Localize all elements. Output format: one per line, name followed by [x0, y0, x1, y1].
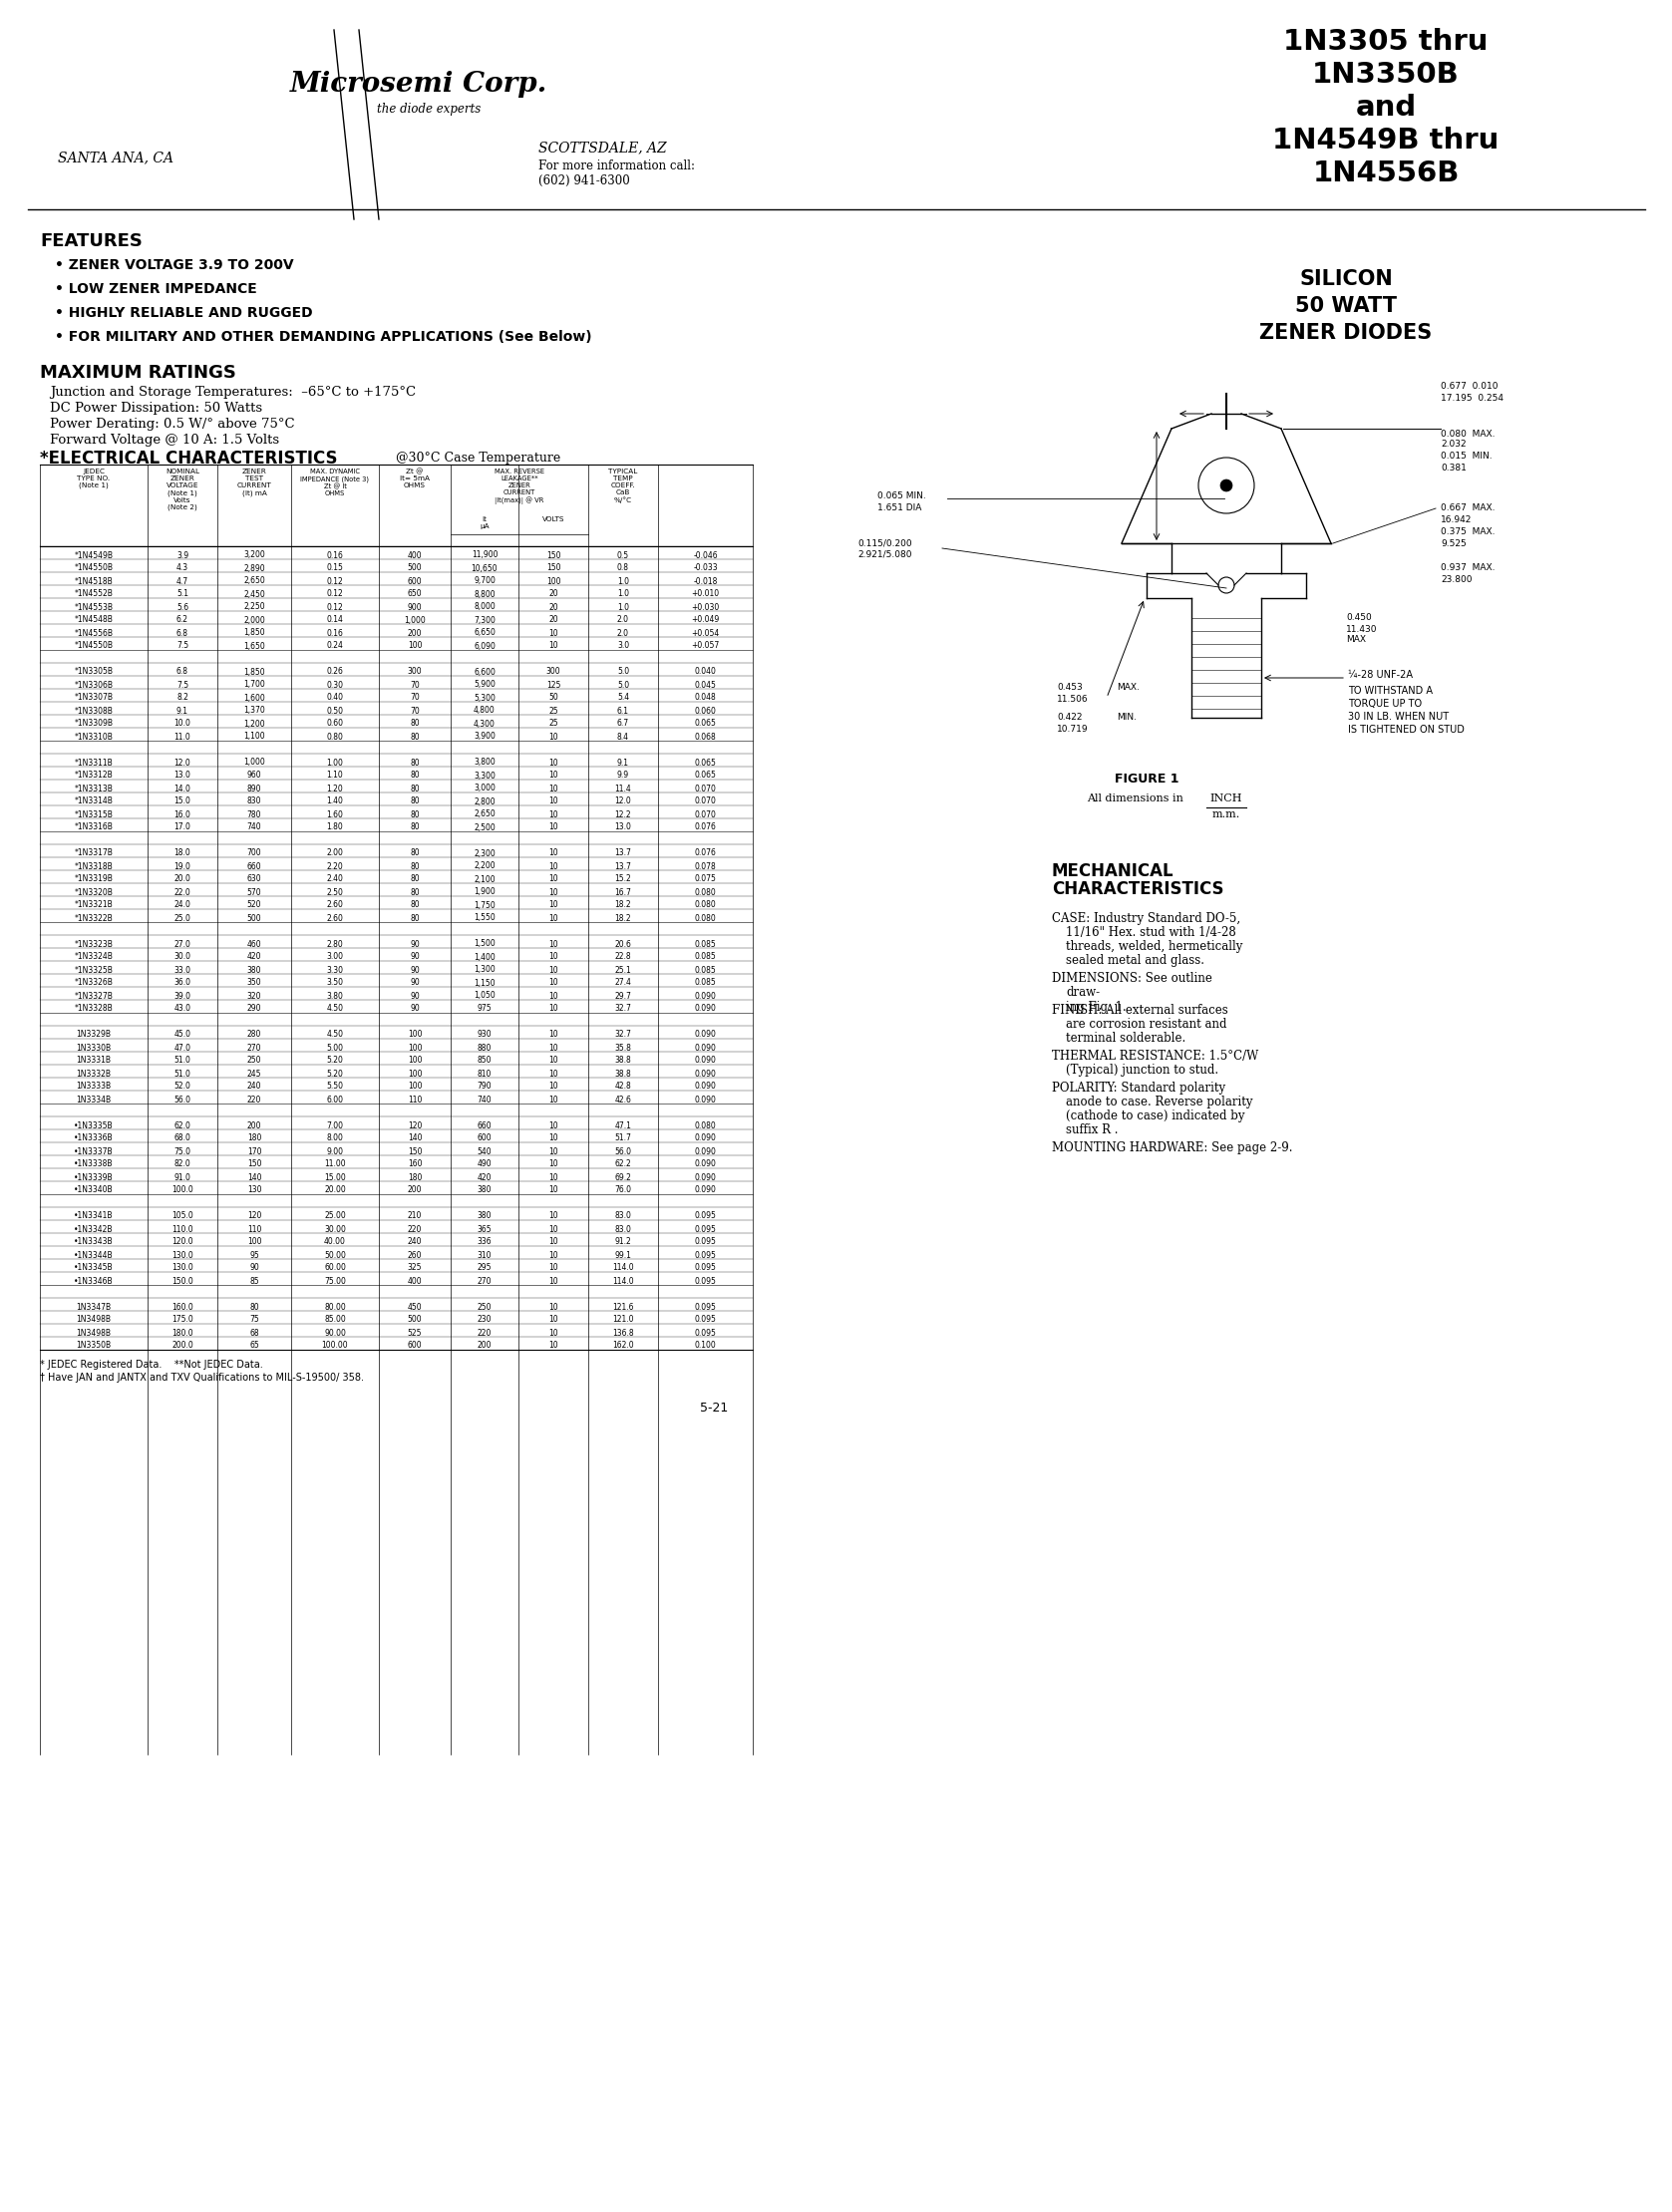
Text: 1.651 DIA: 1.651 DIA [878, 502, 921, 511]
Text: the diode experts: the diode experts [376, 104, 480, 117]
Text: •1N3341B: •1N3341B [74, 1212, 114, 1221]
Text: 29.7: 29.7 [615, 991, 632, 1000]
Text: 38.8: 38.8 [615, 1055, 632, 1066]
Text: 5,900: 5,900 [473, 681, 495, 690]
Text: 9.00: 9.00 [326, 1146, 343, 1157]
Text: 10.719: 10.719 [1057, 723, 1088, 732]
Text: 5.6: 5.6 [177, 602, 189, 611]
Text: *1N3322B: *1N3322B [74, 914, 114, 922]
Text: 2.00: 2.00 [326, 849, 343, 858]
Text: 16.0: 16.0 [174, 810, 191, 818]
Text: 1,850: 1,850 [244, 628, 266, 637]
Text: 290: 290 [247, 1004, 261, 1013]
Text: 1N3333B: 1N3333B [77, 1082, 112, 1091]
Text: 1,650: 1,650 [244, 641, 266, 650]
Text: 3,900: 3,900 [473, 732, 495, 741]
Text: 80: 80 [410, 719, 420, 728]
Text: 200.0: 200.0 [172, 1340, 194, 1349]
Text: 0.095: 0.095 [694, 1225, 716, 1234]
Text: 50: 50 [548, 692, 558, 701]
Text: 0.095: 0.095 [694, 1316, 716, 1325]
Text: 33.0: 33.0 [174, 964, 191, 975]
Text: 40.00: 40.00 [324, 1237, 346, 1248]
Text: Microsemi Corp.: Microsemi Corp. [289, 71, 547, 97]
Text: 490: 490 [477, 1159, 492, 1168]
Text: 13.7: 13.7 [615, 863, 632, 872]
Text: 10: 10 [548, 1159, 558, 1168]
Text: 80: 80 [410, 874, 420, 885]
Text: 5,300: 5,300 [473, 692, 495, 701]
Text: 570: 570 [247, 887, 261, 896]
Text: 0.090: 0.090 [694, 1146, 716, 1157]
Text: *1N4548B: *1N4548B [74, 615, 114, 624]
Text: 6,650: 6,650 [473, 628, 495, 637]
Text: 100: 100 [408, 1031, 421, 1040]
Text: 6.2: 6.2 [177, 615, 189, 624]
Text: MIN.: MIN. [1117, 712, 1137, 721]
Text: 105.0: 105.0 [172, 1212, 194, 1221]
Text: 0.095: 0.095 [694, 1327, 716, 1338]
Text: 220: 220 [478, 1327, 492, 1338]
Text: 23.800: 23.800 [1441, 575, 1471, 584]
Text: 975: 975 [477, 1004, 492, 1013]
Text: 2.0: 2.0 [617, 615, 629, 624]
Text: 2,000: 2,000 [244, 615, 266, 624]
Text: 90.00: 90.00 [324, 1327, 346, 1338]
Text: 10: 10 [548, 1068, 558, 1077]
Text: 0.80: 0.80 [326, 732, 343, 741]
Text: 75.0: 75.0 [174, 1146, 191, 1157]
Text: •1N3342B: •1N3342B [74, 1225, 114, 1234]
Text: 100: 100 [547, 577, 560, 586]
Text: 0.095: 0.095 [694, 1276, 716, 1285]
Text: -0.033: -0.033 [694, 564, 717, 573]
Text: 0.090: 0.090 [694, 1082, 716, 1091]
Text: 10: 10 [548, 759, 558, 768]
Text: 0.422: 0.422 [1057, 712, 1082, 721]
Text: It
μA: It μA [480, 515, 490, 529]
Text: 0.095: 0.095 [694, 1303, 716, 1312]
Text: 9,700: 9,700 [473, 577, 495, 586]
Text: 5.0: 5.0 [617, 668, 629, 677]
Text: 0.100: 0.100 [694, 1340, 716, 1349]
Text: 0.40: 0.40 [326, 692, 343, 701]
Text: 0.12: 0.12 [326, 602, 343, 611]
Text: 420: 420 [247, 953, 261, 962]
Text: 130.0: 130.0 [172, 1263, 194, 1272]
Text: 10: 10 [548, 953, 558, 962]
Text: MOUNTING HARDWARE: See page 2-9.: MOUNTING HARDWARE: See page 2-9. [1052, 1141, 1292, 1155]
Text: (Typical) junction to stud.: (Typical) junction to stud. [1065, 1064, 1219, 1077]
Text: *1N3312B: *1N3312B [74, 772, 114, 781]
Text: *1N3310B: *1N3310B [74, 732, 114, 741]
Text: *1N3326B: *1N3326B [74, 978, 114, 987]
Text: 20: 20 [548, 602, 558, 611]
Text: *1N3316B: *1N3316B [74, 823, 114, 832]
Text: 0.095: 0.095 [694, 1237, 716, 1248]
Text: 52.0: 52.0 [174, 1082, 191, 1091]
Text: 0.065: 0.065 [694, 759, 716, 768]
Text: 740: 740 [477, 1095, 492, 1104]
Text: 80: 80 [410, 732, 420, 741]
Text: 1.80: 1.80 [326, 823, 343, 832]
Text: 136.8: 136.8 [612, 1327, 634, 1338]
Text: 540: 540 [477, 1146, 492, 1157]
Text: 6,600: 6,600 [473, 668, 495, 677]
Text: 2.20: 2.20 [326, 863, 343, 872]
Text: 0.095: 0.095 [694, 1263, 716, 1272]
Text: 13.0: 13.0 [615, 823, 632, 832]
Text: TORQUE UP TO: TORQUE UP TO [1348, 699, 1421, 708]
Text: 1,700: 1,700 [244, 681, 266, 690]
Text: 8,000: 8,000 [473, 602, 495, 611]
Text: 1.10: 1.10 [326, 772, 343, 781]
Text: 10: 10 [548, 978, 558, 987]
Text: NOMINAL
ZENER
VOLTAGE
(Note 1)
Volts
(Note 2): NOMINAL ZENER VOLTAGE (Note 1) Volts (No… [166, 469, 199, 511]
Text: ZENER DIODES: ZENER DIODES [1259, 323, 1433, 343]
Text: 0.8: 0.8 [617, 564, 629, 573]
Text: TO WITHSTAND A: TO WITHSTAND A [1348, 686, 1433, 697]
Text: FINISH: All external surfaces: FINISH: All external surfaces [1052, 1004, 1227, 1018]
Text: *1N3309B: *1N3309B [74, 719, 114, 728]
Text: 1N4549B thru: 1N4549B thru [1272, 126, 1500, 155]
Text: +0.057: +0.057 [691, 641, 719, 650]
Text: 32.7: 32.7 [615, 1031, 632, 1040]
Text: 500: 500 [408, 1316, 421, 1325]
Text: 10: 10 [548, 964, 558, 975]
